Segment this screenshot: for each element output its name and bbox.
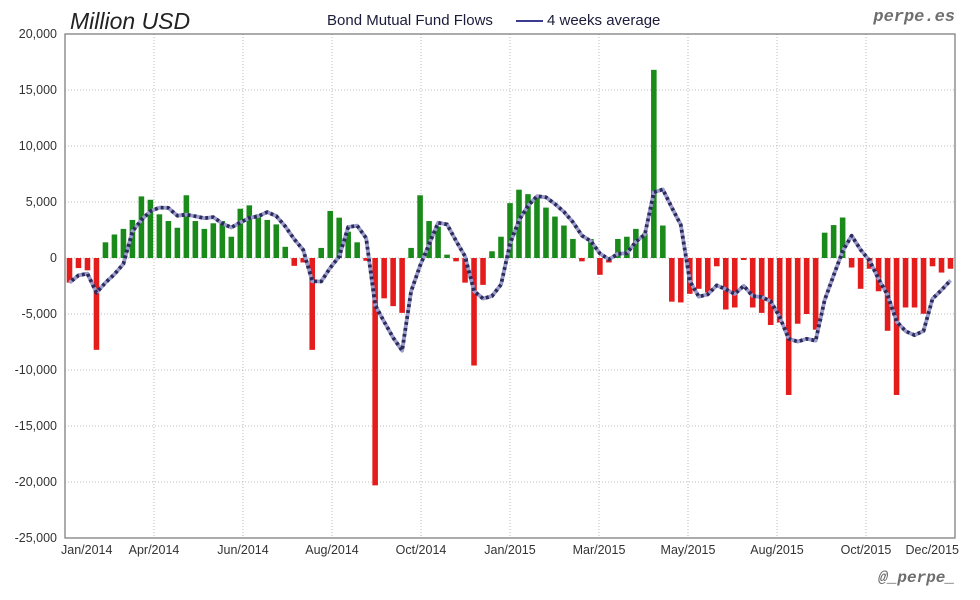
svg-text:Jan/2014: Jan/2014 — [61, 543, 112, 557]
svg-text:-15,000: -15,000 — [15, 419, 57, 433]
svg-text:Apr/2014: Apr/2014 — [129, 543, 180, 557]
svg-text:-20,000: -20,000 — [15, 475, 57, 489]
svg-text:-5,000: -5,000 — [22, 307, 57, 321]
svg-text:Jan/2015: Jan/2015 — [484, 543, 535, 557]
svg-text:-10,000: -10,000 — [15, 363, 57, 377]
svg-text:May/2015: May/2015 — [661, 543, 716, 557]
svg-text:10,000: 10,000 — [19, 139, 57, 153]
svg-text:15,000: 15,000 — [19, 83, 57, 97]
svg-text:-25,000: -25,000 — [15, 531, 57, 545]
svg-text:Jun/2014: Jun/2014 — [217, 543, 268, 557]
svg-text:5,000: 5,000 — [26, 195, 57, 209]
svg-text:Mar/2015: Mar/2015 — [573, 543, 626, 557]
svg-text:Oct/2015: Oct/2015 — [841, 543, 892, 557]
svg-text:Dec/2015: Dec/2015 — [905, 543, 959, 557]
svg-text:0: 0 — [50, 251, 57, 265]
svg-text:Oct/2014: Oct/2014 — [396, 543, 447, 557]
svg-text:Aug/2015: Aug/2015 — [750, 543, 804, 557]
svg-text:20,000: 20,000 — [19, 27, 57, 41]
svg-text:Aug/2014: Aug/2014 — [305, 543, 359, 557]
